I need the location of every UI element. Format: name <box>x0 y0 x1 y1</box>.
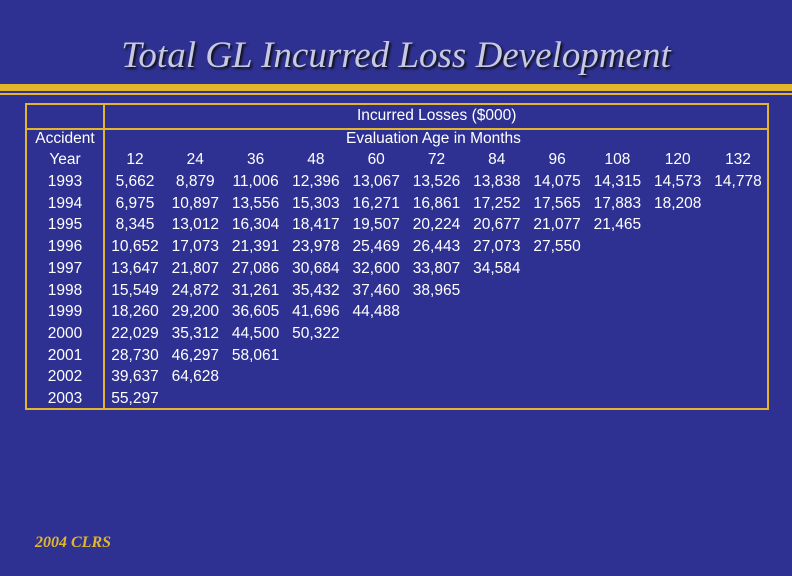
header-divider <box>27 128 767 130</box>
loss-cell: 11,006 <box>232 173 279 190</box>
loss-cell: 33,807 <box>412 259 461 277</box>
loss-cell: 17,252 <box>473 194 521 212</box>
loss-cell: 18,417 <box>292 216 340 234</box>
loss-cell: 35,312 <box>171 324 219 342</box>
loss-cell: 29,200 <box>171 303 219 321</box>
loss-cell: 20,224 <box>412 216 461 234</box>
loss-cell: 21,807 <box>171 259 219 277</box>
loss-cell: 17,073 <box>171 238 219 256</box>
loss-cell: 39,637 <box>111 368 159 386</box>
loss-cell: 18,260 <box>111 303 159 321</box>
accident-year-2001: 2001 <box>47 346 83 364</box>
loss-cell: 13,067 <box>352 173 400 190</box>
loss-cell: 32,600 <box>352 259 400 277</box>
loss-cell: 46,297 <box>171 346 219 364</box>
age-header-72: 72 <box>427 151 446 168</box>
age-header-108: 108 <box>604 151 631 168</box>
loss-cell: 21,077 <box>533 216 581 234</box>
loss-cell: 10,897 <box>171 194 219 212</box>
accident-year-1997: 1997 <box>47 259 83 277</box>
title-rule-thin <box>0 93 792 95</box>
age-header-60: 60 <box>367 151 385 168</box>
loss-cell: 28,730 <box>111 346 159 364</box>
row-header-year: Year <box>49 151 81 168</box>
accident-year-1993: 1993 <box>47 173 83 190</box>
loss-cell: 24,872 <box>171 281 219 299</box>
age-header-120: 120 <box>664 151 691 168</box>
loss-cell: 13,647 <box>111 259 159 277</box>
loss-cell: 5,662 <box>115 173 155 190</box>
accident-year-1996: 1996 <box>47 238 83 256</box>
loss-cell: 19,507 <box>352 216 400 234</box>
loss-cell: 17,883 <box>593 194 642 212</box>
accident-year-2002: 2002 <box>47 368 83 386</box>
loss-cell: 58,061 <box>231 346 280 364</box>
loss-cell: 15,549 <box>111 281 159 299</box>
loss-cell: 14,315 <box>593 173 642 190</box>
accident-year-1995: 1995 <box>47 216 83 234</box>
loss-cell: 8,345 <box>115 216 155 234</box>
loss-cell: 35,432 <box>292 281 340 299</box>
loss-cell: 8,879 <box>175 173 215 190</box>
loss-cell: 34,584 <box>473 259 521 277</box>
loss-cell: 22,029 <box>111 324 159 342</box>
loss-cell: 64,628 <box>171 368 219 386</box>
age-header-36: 36 <box>246 151 265 168</box>
loss-cell: 50,322 <box>292 324 340 342</box>
loss-cell: 26,443 <box>412 238 461 256</box>
row-header-accident: Accident <box>35 130 95 147</box>
loss-cell: 13,556 <box>231 194 280 212</box>
year-column-divider <box>103 105 105 408</box>
loss-cell: 27,550 <box>533 238 581 256</box>
age-header-12: 12 <box>126 151 144 168</box>
title-rule <box>0 84 792 91</box>
age-header-24: 24 <box>186 151 204 168</box>
loss-cell: 13,838 <box>473 173 521 190</box>
age-header-132: 132 <box>725 151 751 168</box>
footer-label: 2004 CLRS <box>35 534 112 551</box>
loss-cell: 21,465 <box>593 216 642 234</box>
loss-cell: 27,073 <box>473 238 521 256</box>
loss-cell: 38,965 <box>412 281 461 299</box>
loss-cell: 37,460 <box>352 281 400 299</box>
loss-cell: 23,978 <box>292 238 340 256</box>
loss-cell: 18,208 <box>653 194 702 212</box>
loss-cell: 14,573 <box>653 173 702 190</box>
accident-year-2000: 2000 <box>47 324 83 342</box>
loss-cell: 21,391 <box>231 238 280 256</box>
loss-cell: 31,261 <box>231 281 280 299</box>
loss-cell: 16,861 <box>412 194 461 212</box>
age-header-96: 96 <box>548 151 566 168</box>
loss-cell: 13,526 <box>412 173 461 190</box>
loss-triangle-table: Incurred Losses ($000) Evaluation Age in… <box>25 103 769 410</box>
loss-cell: 15,303 <box>292 194 340 212</box>
loss-cell: 44,500 <box>231 324 280 342</box>
table-heading-sub: Evaluation Age in Months <box>346 130 521 147</box>
loss-cell: 55,297 <box>111 390 159 407</box>
loss-cell: 12,396 <box>292 173 340 190</box>
age-header-84: 84 <box>488 151 506 168</box>
loss-cell: 30,684 <box>292 259 340 277</box>
loss-cell: 44,488 <box>352 303 400 321</box>
slide-title: Total GL Incurred Loss Development <box>121 35 671 76</box>
table-heading-top: Incurred Losses ($000) <box>357 107 517 124</box>
loss-cell: 14,778 <box>714 173 762 190</box>
loss-cell: 25,469 <box>352 238 400 256</box>
accident-year-1999: 1999 <box>47 303 83 321</box>
loss-cell: 17,565 <box>533 194 581 212</box>
accident-year-2003: 2003 <box>47 390 83 407</box>
loss-cell: 6,975 <box>115 194 155 212</box>
loss-cell: 14,075 <box>533 173 581 190</box>
loss-cell: 36,605 <box>231 303 280 321</box>
loss-cell: 41,696 <box>292 303 340 321</box>
loss-cell: 16,271 <box>352 194 400 212</box>
accident-year-1994: 1994 <box>47 194 83 212</box>
loss-cell: 13,012 <box>171 216 219 234</box>
loss-cell: 16,304 <box>231 216 280 234</box>
loss-cell: 10,652 <box>111 238 159 256</box>
loss-cell: 20,677 <box>473 216 521 234</box>
loss-cell: 27,086 <box>231 259 280 277</box>
age-header-48: 48 <box>307 151 325 168</box>
accident-year-1998: 1998 <box>47 281 83 299</box>
